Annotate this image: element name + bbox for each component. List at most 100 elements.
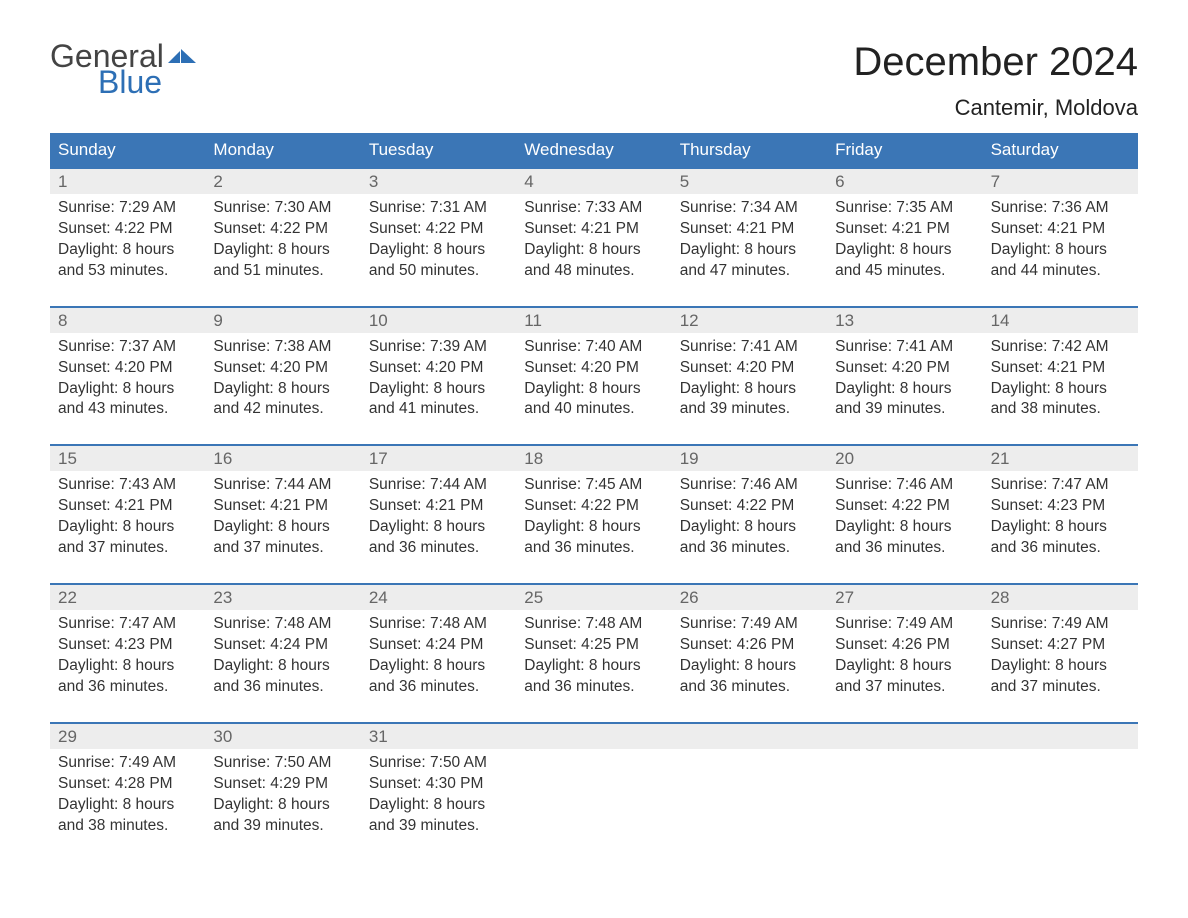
day-daylight2: and 53 minutes. bbox=[58, 261, 197, 282]
calendar: Sunday Monday Tuesday Wednesday Thursday… bbox=[50, 133, 1138, 844]
day-sunrise: Sunrise: 7:41 AM bbox=[835, 337, 974, 358]
day-daylight2: and 37 minutes. bbox=[213, 538, 352, 559]
day-sunrise: Sunrise: 7:49 AM bbox=[680, 614, 819, 635]
day-number: 5 bbox=[672, 169, 827, 194]
day-details: Sunrise: 7:49 AMSunset: 4:27 PMDaylight:… bbox=[983, 610, 1138, 706]
day-sunrise: Sunrise: 7:42 AM bbox=[991, 337, 1130, 358]
day-daylight1: Daylight: 8 hours bbox=[991, 240, 1130, 261]
day-sunset: Sunset: 4:20 PM bbox=[213, 358, 352, 379]
day-number: 19 bbox=[672, 446, 827, 471]
day-daylight1: Daylight: 8 hours bbox=[835, 517, 974, 538]
day-details: Sunrise: 7:49 AMSunset: 4:26 PMDaylight:… bbox=[672, 610, 827, 706]
day-details: Sunrise: 7:46 AMSunset: 4:22 PMDaylight:… bbox=[672, 471, 827, 567]
day-number: 30 bbox=[205, 724, 360, 749]
day-sunset: Sunset: 4:27 PM bbox=[991, 635, 1130, 656]
day-number bbox=[516, 724, 671, 749]
day-details: Sunrise: 7:41 AMSunset: 4:20 PMDaylight:… bbox=[672, 333, 827, 429]
day-details: Sunrise: 7:34 AMSunset: 4:21 PMDaylight:… bbox=[672, 194, 827, 290]
day-daylight2: and 36 minutes. bbox=[369, 677, 508, 698]
day-details: Sunrise: 7:37 AMSunset: 4:20 PMDaylight:… bbox=[50, 333, 205, 429]
day-details: Sunrise: 7:49 AMSunset: 4:28 PMDaylight:… bbox=[50, 749, 205, 845]
day-sunset: Sunset: 4:30 PM bbox=[369, 774, 508, 795]
day-number: 12 bbox=[672, 308, 827, 333]
day-sunrise: Sunrise: 7:38 AM bbox=[213, 337, 352, 358]
day-sunset: Sunset: 4:21 PM bbox=[835, 219, 974, 240]
day-daylight2: and 47 minutes. bbox=[680, 261, 819, 282]
day-number: 7 bbox=[983, 169, 1138, 194]
day-daylight1: Daylight: 8 hours bbox=[524, 240, 663, 261]
day-daylight1: Daylight: 8 hours bbox=[369, 795, 508, 816]
day-sunset: Sunset: 4:26 PM bbox=[680, 635, 819, 656]
day-sunset: Sunset: 4:24 PM bbox=[213, 635, 352, 656]
day-sunrise: Sunrise: 7:47 AM bbox=[991, 475, 1130, 496]
day-sunset: Sunset: 4:21 PM bbox=[680, 219, 819, 240]
day-daylight2: and 36 minutes. bbox=[991, 538, 1130, 559]
day-details: Sunrise: 7:30 AMSunset: 4:22 PMDaylight:… bbox=[205, 194, 360, 290]
day-number: 16 bbox=[205, 446, 360, 471]
day-sunset: Sunset: 4:22 PM bbox=[524, 496, 663, 517]
day-sunrise: Sunrise: 7:48 AM bbox=[213, 614, 352, 635]
day-sunset: Sunset: 4:21 PM bbox=[991, 219, 1130, 240]
day-sunset: Sunset: 4:25 PM bbox=[524, 635, 663, 656]
day-daylight1: Daylight: 8 hours bbox=[58, 379, 197, 400]
day-daylight2: and 37 minutes. bbox=[835, 677, 974, 698]
day-daylight1: Daylight: 8 hours bbox=[58, 656, 197, 677]
week-row: 29Sunrise: 7:49 AMSunset: 4:28 PMDayligh… bbox=[50, 722, 1138, 845]
day-number: 18 bbox=[516, 446, 671, 471]
day-number: 14 bbox=[983, 308, 1138, 333]
day-daylight1: Daylight: 8 hours bbox=[991, 379, 1130, 400]
weekday-header: Monday bbox=[205, 133, 360, 167]
day-details: Sunrise: 7:45 AMSunset: 4:22 PMDaylight:… bbox=[516, 471, 671, 567]
day-sunrise: Sunrise: 7:39 AM bbox=[369, 337, 508, 358]
day-details: Sunrise: 7:50 AMSunset: 4:30 PMDaylight:… bbox=[361, 749, 516, 845]
day-number: 2 bbox=[205, 169, 360, 194]
day-details: Sunrise: 7:39 AMSunset: 4:20 PMDaylight:… bbox=[361, 333, 516, 429]
day-cell: 27Sunrise: 7:49 AMSunset: 4:26 PMDayligh… bbox=[827, 585, 982, 706]
day-details: Sunrise: 7:40 AMSunset: 4:20 PMDaylight:… bbox=[516, 333, 671, 429]
day-details: Sunrise: 7:50 AMSunset: 4:29 PMDaylight:… bbox=[205, 749, 360, 845]
day-cell: 20Sunrise: 7:46 AMSunset: 4:22 PMDayligh… bbox=[827, 446, 982, 567]
day-details: Sunrise: 7:44 AMSunset: 4:21 PMDaylight:… bbox=[205, 471, 360, 567]
day-daylight2: and 39 minutes. bbox=[680, 399, 819, 420]
day-number: 27 bbox=[827, 585, 982, 610]
day-number bbox=[672, 724, 827, 749]
day-number: 22 bbox=[50, 585, 205, 610]
day-daylight2: and 36 minutes. bbox=[835, 538, 974, 559]
day-number: 13 bbox=[827, 308, 982, 333]
day-daylight1: Daylight: 8 hours bbox=[369, 379, 508, 400]
day-sunrise: Sunrise: 7:37 AM bbox=[58, 337, 197, 358]
day-details: Sunrise: 7:48 AMSunset: 4:24 PMDaylight:… bbox=[361, 610, 516, 706]
day-daylight2: and 37 minutes. bbox=[58, 538, 197, 559]
day-details: Sunrise: 7:48 AMSunset: 4:25 PMDaylight:… bbox=[516, 610, 671, 706]
day-number: 9 bbox=[205, 308, 360, 333]
day-daylight2: and 36 minutes. bbox=[680, 538, 819, 559]
day-daylight2: and 36 minutes. bbox=[524, 538, 663, 559]
day-sunrise: Sunrise: 7:48 AM bbox=[524, 614, 663, 635]
day-cell: 29Sunrise: 7:49 AMSunset: 4:28 PMDayligh… bbox=[50, 724, 205, 845]
day-sunrise: Sunrise: 7:40 AM bbox=[524, 337, 663, 358]
day-daylight1: Daylight: 8 hours bbox=[835, 656, 974, 677]
day-sunrise: Sunrise: 7:45 AM bbox=[524, 475, 663, 496]
day-cell: 8Sunrise: 7:37 AMSunset: 4:20 PMDaylight… bbox=[50, 308, 205, 429]
day-sunset: Sunset: 4:23 PM bbox=[58, 635, 197, 656]
day-number: 23 bbox=[205, 585, 360, 610]
day-number: 8 bbox=[50, 308, 205, 333]
day-sunrise: Sunrise: 7:44 AM bbox=[369, 475, 508, 496]
day-cell: 9Sunrise: 7:38 AMSunset: 4:20 PMDaylight… bbox=[205, 308, 360, 429]
day-number: 1 bbox=[50, 169, 205, 194]
day-number: 25 bbox=[516, 585, 671, 610]
day-cell: 4Sunrise: 7:33 AMSunset: 4:21 PMDaylight… bbox=[516, 169, 671, 290]
weekday-header-row: Sunday Monday Tuesday Wednesday Thursday… bbox=[50, 133, 1138, 167]
day-details: Sunrise: 7:49 AMSunset: 4:26 PMDaylight:… bbox=[827, 610, 982, 706]
day-sunset: Sunset: 4:21 PM bbox=[58, 496, 197, 517]
day-cell: 17Sunrise: 7:44 AMSunset: 4:21 PMDayligh… bbox=[361, 446, 516, 567]
day-sunrise: Sunrise: 7:49 AM bbox=[991, 614, 1130, 635]
day-number: 10 bbox=[361, 308, 516, 333]
day-sunset: Sunset: 4:20 PM bbox=[835, 358, 974, 379]
day-number: 6 bbox=[827, 169, 982, 194]
day-details: Sunrise: 7:48 AMSunset: 4:24 PMDaylight:… bbox=[205, 610, 360, 706]
week-row: 1Sunrise: 7:29 AMSunset: 4:22 PMDaylight… bbox=[50, 167, 1138, 290]
day-details: Sunrise: 7:47 AMSunset: 4:23 PMDaylight:… bbox=[983, 471, 1138, 567]
day-sunrise: Sunrise: 7:34 AM bbox=[680, 198, 819, 219]
day-cell bbox=[983, 724, 1138, 845]
